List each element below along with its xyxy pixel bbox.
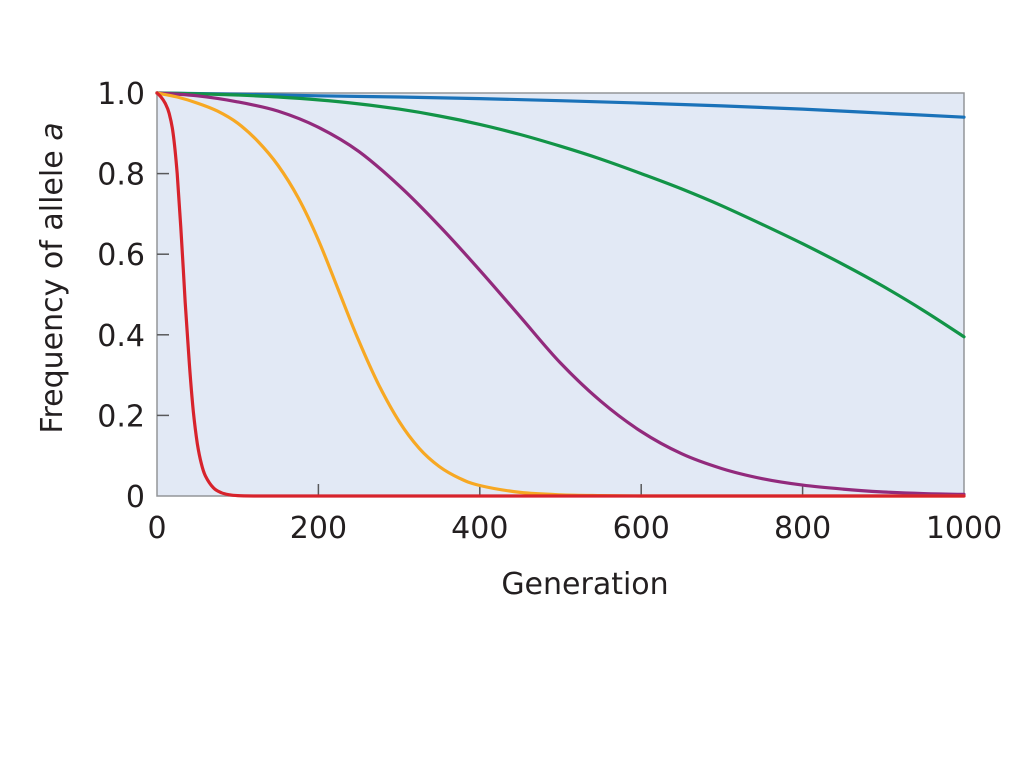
y-tick-label: 0.6 (97, 238, 145, 273)
y-tick-label: 0.2 (97, 399, 145, 434)
series-line-5 (155, 91, 966, 498)
x-tick-label: 800 (774, 511, 831, 546)
x-axis-title: Generation (501, 567, 668, 602)
x-tick-label: 0 (147, 511, 166, 546)
plot-area (156, 92, 965, 497)
series-line-1 (155, 91, 966, 119)
y-axis-title-italic: a (35, 122, 70, 140)
x-tick-label: 400 (451, 511, 508, 546)
series-line-3 (155, 91, 966, 496)
y-tick-label: 0.4 (97, 319, 145, 354)
y-axis-title: Frequency of allele a (35, 122, 70, 433)
x-tick-label: 600 (613, 511, 670, 546)
series-line-2 (155, 91, 966, 339)
x-tick-label: 200 (290, 511, 347, 546)
x-axis: 0 200 400 600 800 1000 (147, 484, 1002, 546)
y-axis-title-main: Frequency of allele (35, 141, 70, 434)
y-tick-label: 0 (126, 480, 145, 515)
series-lines (155, 91, 966, 498)
x-tick-label: 1000 (926, 511, 1002, 546)
y-tick-label: 1.0 (97, 77, 145, 112)
y-tick-label: 0.8 (97, 158, 145, 193)
y-axis: 0 0.2 0.4 0.6 0.8 1.0 (97, 77, 169, 515)
